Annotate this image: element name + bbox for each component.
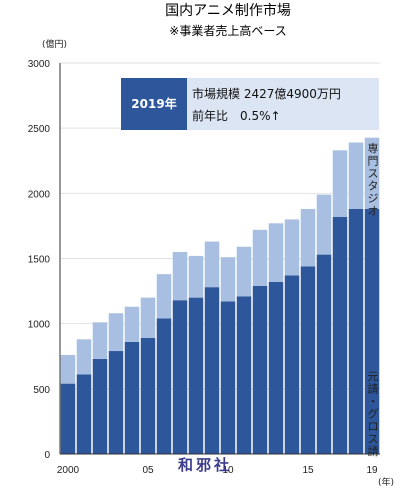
y-tick-label: 3000 [28,59,51,70]
bar-segment-studio [60,354,76,384]
bar-segment-studio [284,219,300,276]
x-tick-label: 10 [222,465,234,476]
y-tick-label: 0 [44,450,50,461]
bar-segment-studio [316,194,332,255]
bar-segment-motoke [124,341,140,454]
bar-segment-studio [348,142,364,209]
bar-segment-motoke [332,216,348,454]
series-label-studio: 専門スタジオ [368,142,379,218]
bar-segment-motoke [236,296,252,454]
bar-segment-studio [364,137,380,209]
bar-segment-motoke [316,254,332,454]
bar-segment-motoke [300,266,316,454]
annotation-market-size: 市場規模 2427億4900万円 [192,86,341,101]
watermark-text: 和邪社 [178,456,232,474]
bar-segment-studio [220,257,236,302]
bar-segment-studio [76,339,92,375]
bar-segment-motoke [172,300,188,454]
bar-segment-motoke [60,383,76,454]
bar-segment-motoke [268,281,284,454]
y-tick-label: 1000 [28,320,51,331]
series-label-motoke: 元請・グロス請 [368,370,379,458]
bar-segment-motoke [204,287,220,454]
bar-segment-motoke [252,285,268,454]
bar-segment-studio [300,208,316,267]
bar-segment-studio [124,306,140,342]
y-axis-unit: (億円) [42,38,67,50]
annotation-box: 2019年 市場規模 2427億4900万円 前年比 0.5%↑ [121,78,379,130]
bar-segment-motoke [220,301,236,454]
x-tick-label: 05 [142,465,154,476]
x-tick-label: 2000 [57,465,80,476]
bar-segment-studio [156,274,172,319]
x-tick-labels: 2000 05 10 15 19 [57,465,378,476]
y-tick-labels: 0 500 1000 1500 2000 2500 3000 [28,59,51,461]
y-tick-label: 2000 [28,189,51,200]
bar-segment-studio [108,313,124,352]
bar-segment-studio [268,223,284,282]
bar-segment-motoke [156,318,172,454]
y-tick-label: 1500 [28,255,51,266]
x-tick-label: 15 [302,465,314,476]
x-axis-unit: (年) [378,476,394,488]
chart-title: 国内アニメ制作市場 [165,2,291,19]
y-tick-label: 2500 [28,124,51,135]
bar-segment-studio [188,255,204,298]
bars-layer [60,137,380,454]
bar-segment-motoke [76,374,92,454]
bar-segment-motoke [108,351,124,454]
bar-segment-studio [204,241,220,288]
bar-segment-studio [140,297,156,339]
chart-subtitle: ※事業者売上高ベース [169,23,286,38]
annotation-yoy: 前年比 0.5%↑ [192,108,281,123]
bar-segment-motoke [92,358,108,454]
bar-segment-motoke [348,208,364,454]
annotation-year: 2019年 [131,96,176,111]
bar-segment-studio [236,246,252,297]
bar-segment-motoke [188,297,204,454]
y-tick-label: 500 [33,385,50,396]
bar-segment-motoke [364,208,380,454]
bar-segment-studio [92,322,108,359]
annotation-year-bg [121,78,187,130]
bar-segment-studio [172,251,188,301]
x-tick-label: 19 [366,465,378,476]
bar-segment-studio [252,229,268,286]
bar-segment-motoke [140,338,156,454]
bar-segment-motoke [284,275,300,454]
bar-segment-studio [332,150,348,217]
